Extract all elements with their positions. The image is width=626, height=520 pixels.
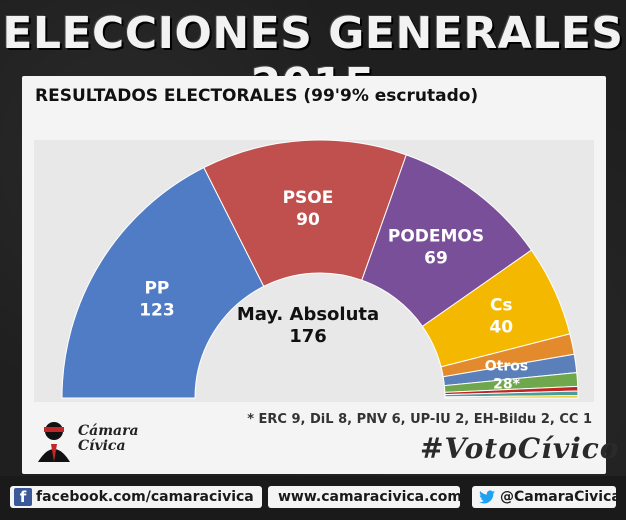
footer-bar: f facebook.com/camaracivica www.camaraci… [0, 476, 626, 520]
website-text: www.camaracivica.com [278, 489, 462, 505]
slice-value-podemos: 69 [424, 249, 448, 269]
facebook-text: facebook.com/camaracivica [36, 489, 254, 505]
facebook-link[interactable]: f facebook.com/camaracivica [10, 486, 262, 508]
chart-footnote: * ERC 9, DiL 8, PNV 6, UP-IU 2, EH-Bildu… [247, 412, 592, 427]
slice-label-cs: Cs [490, 296, 513, 316]
seat-slice-cc [444, 395, 579, 399]
website-link[interactable]: www.camaracivica.com [268, 486, 462, 508]
twitter-bird-icon [478, 490, 496, 504]
hashtag: #VotoCívico [420, 432, 620, 465]
slice-label-pp: PP [144, 279, 169, 299]
majority-label: May. Absoluta [237, 304, 379, 325]
others-value: 28* [493, 376, 520, 392]
logo-text: Cámara Cívica [78, 424, 139, 454]
seat-slice-psoe [203, 139, 407, 288]
majority-value: 176 [289, 326, 327, 347]
slice-value-cs: 40 [489, 318, 513, 338]
logo-line-2: Cívica [78, 438, 126, 454]
slice-value-psoe: 90 [296, 210, 320, 230]
facebook-icon: f [14, 488, 32, 506]
camera-person-icon [38, 422, 70, 462]
camara-civica-logo: Cámara Cívica [34, 418, 154, 468]
logo-line-1: Cámara [78, 423, 139, 439]
twitter-link[interactable]: @CamaraCivica [472, 486, 621, 508]
slice-value-pp: 123 [139, 301, 175, 321]
others-label: Otros [485, 358, 528, 374]
chart-subtitle: RESULTADOS ELECTORALES (99'9% escrutado) [35, 86, 479, 106]
twitter-text: @CamaraCivica [500, 489, 621, 505]
slice-label-podemos: PODEMOS [388, 227, 484, 247]
seat-slice-pp [61, 166, 265, 399]
slice-label-psoe: PSOE [283, 188, 334, 208]
